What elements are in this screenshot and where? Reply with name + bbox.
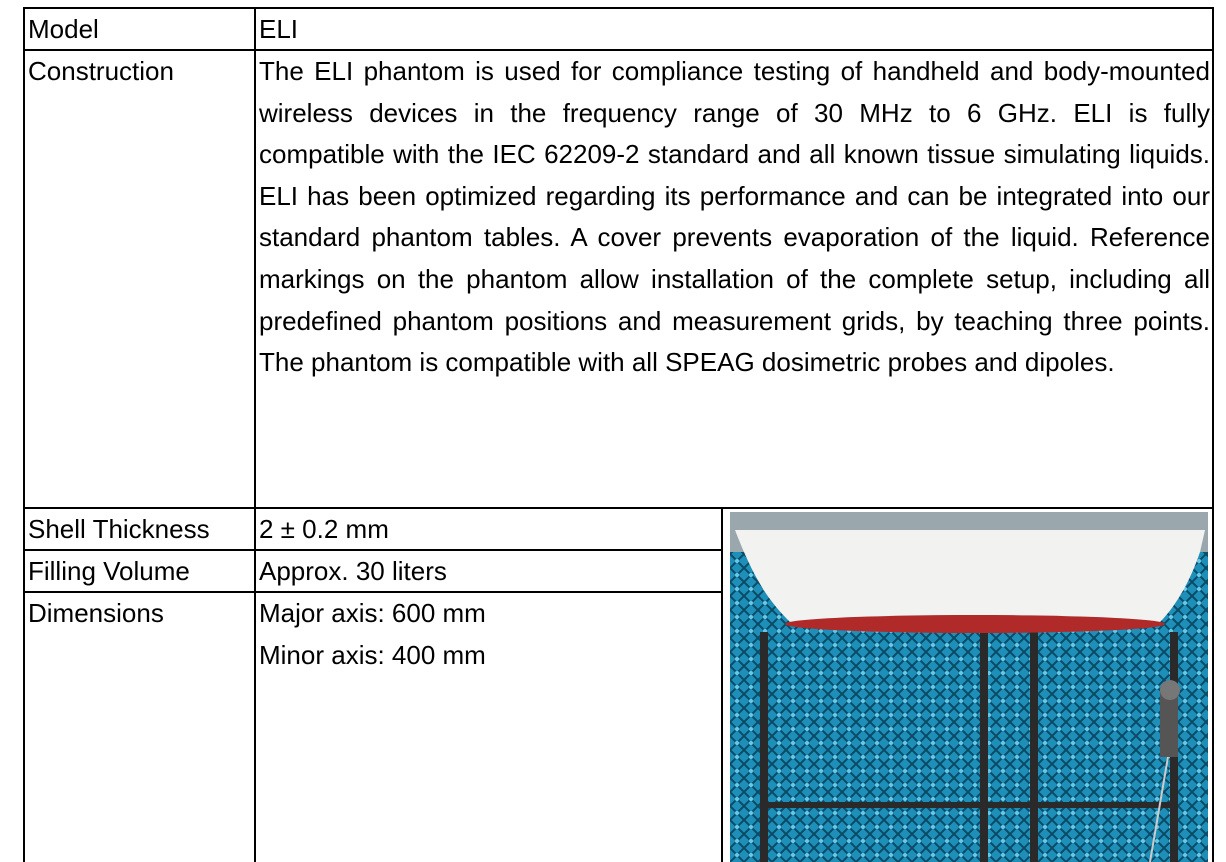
row-label: Shell Thickness: [28, 514, 210, 544]
row-label: Construction: [28, 56, 174, 86]
row-label: Filling Volume: [28, 556, 190, 586]
row-value: Approx. 30 liters: [259, 556, 447, 586]
phantom-photo: [730, 512, 1208, 862]
border: [1212, 7, 1214, 862]
row-value: Major axis: 600 mm: [259, 598, 486, 628]
frame: [760, 632, 768, 862]
border: [23, 507, 1214, 509]
phantom-shell: [735, 530, 1205, 622]
row-label: Model: [28, 14, 99, 44]
phantom-liquid: [785, 615, 1165, 633]
border: [23, 7, 25, 862]
border: [254, 7, 256, 862]
border: [721, 507, 723, 862]
row-value: ELI: [259, 14, 299, 44]
frame: [980, 632, 988, 862]
cable: [1149, 756, 1169, 862]
row-value: The ELI phantom is used for compliance t…: [259, 56, 1210, 378]
probe: [1160, 687, 1178, 757]
probe-head: [1160, 680, 1180, 700]
row-label: Dimensions: [28, 598, 164, 628]
border: [23, 591, 723, 593]
frame: [1030, 632, 1038, 862]
row-value: Minor axis: 400 mm: [259, 640, 486, 670]
border: [23, 49, 1214, 51]
row-value: 2 ± 0.2 mm: [259, 514, 389, 544]
border: [23, 7, 1214, 9]
frame: [760, 802, 1178, 808]
border: [23, 549, 723, 551]
